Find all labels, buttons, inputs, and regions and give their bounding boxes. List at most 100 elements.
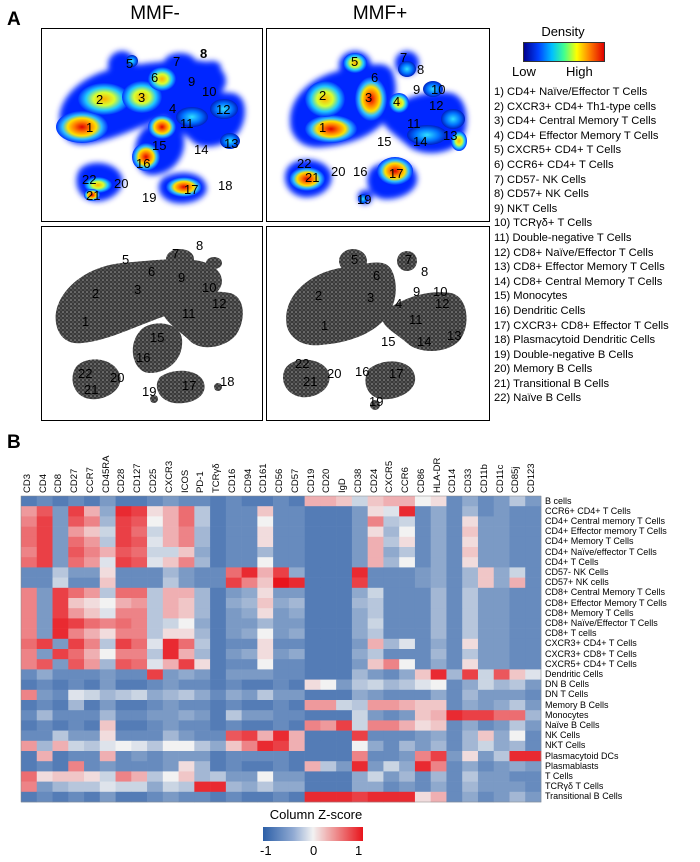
heatmap-cell bbox=[477, 751, 495, 762]
heatmap-cell bbox=[320, 740, 337, 752]
population-item: 17) CXCR3+ CD8+ Effector T Cells bbox=[494, 319, 669, 332]
heatmap-cell bbox=[52, 761, 69, 772]
heatmap-cell bbox=[288, 577, 305, 589]
heatmap-cell bbox=[68, 659, 85, 670]
heatmap-cell bbox=[84, 567, 101, 578]
heatmap-cell bbox=[36, 730, 53, 742]
heatmap-cell bbox=[36, 526, 53, 538]
heatmap-cell bbox=[241, 526, 258, 538]
heatmap-cell bbox=[273, 516, 290, 527]
heatmap-cell bbox=[21, 628, 38, 640]
heatmap-cell bbox=[430, 730, 447, 742]
heatmap-cell bbox=[525, 751, 542, 762]
heatmap-cell bbox=[351, 659, 368, 670]
heatmap-cell bbox=[241, 771, 258, 782]
heatmap-cell bbox=[178, 740, 195, 752]
heatmap-cell bbox=[351, 771, 368, 782]
scatter-label-plus-1: 1 bbox=[321, 318, 329, 333]
heatmap-cell bbox=[525, 628, 542, 640]
heatmap-cell bbox=[414, 700, 431, 711]
heatmap-cell bbox=[194, 649, 211, 660]
heatmap-cell bbox=[273, 781, 290, 793]
heatmap-cell bbox=[273, 720, 290, 731]
heatmap-cell bbox=[399, 496, 416, 507]
heatmap-cell bbox=[225, 659, 242, 670]
heatmap-cell bbox=[509, 740, 526, 752]
row-label: TCRγδ T Cells bbox=[545, 781, 604, 792]
heatmap-cell bbox=[36, 791, 53, 803]
heatmap-cell bbox=[304, 536, 321, 548]
heatmap-cell bbox=[194, 516, 211, 527]
heatmap-cell bbox=[178, 516, 195, 527]
heatmap-cell bbox=[68, 771, 85, 782]
heatmap-cell bbox=[257, 638, 274, 650]
heatmap-cell bbox=[367, 720, 384, 731]
heatmap-cell bbox=[257, 791, 274, 803]
scatter-label-minus-6: 6 bbox=[148, 264, 156, 279]
heatmap-cell bbox=[493, 608, 510, 619]
heatmap-cell bbox=[336, 761, 353, 772]
heatmap-cell bbox=[493, 567, 510, 578]
heatmap-cell bbox=[525, 710, 542, 721]
heatmap-cell bbox=[257, 598, 274, 609]
heatmap-cell bbox=[147, 516, 164, 527]
heatmap-cell bbox=[477, 740, 495, 752]
heatmap-cell bbox=[225, 577, 242, 589]
heatmap-cell bbox=[509, 669, 526, 680]
heatmap-cell bbox=[477, 598, 495, 609]
heatmap-cell bbox=[462, 547, 479, 558]
heatmap-cell bbox=[115, 598, 132, 609]
heatmap-cell bbox=[351, 547, 368, 558]
heatmap-cell bbox=[336, 536, 353, 548]
heatmap-cell bbox=[115, 771, 132, 782]
heatmap-cell bbox=[162, 516, 179, 527]
heatmap-cell bbox=[304, 689, 321, 701]
heatmap-cell bbox=[351, 669, 368, 680]
heatmap-cell bbox=[210, 781, 227, 793]
heatmap-cell bbox=[477, 669, 495, 680]
column-header: IgD bbox=[337, 478, 348, 493]
heatmap-cell bbox=[115, 781, 132, 793]
heatmap-cell bbox=[131, 751, 148, 762]
heatmap-cell bbox=[68, 608, 85, 619]
heatmap-cell bbox=[147, 638, 164, 650]
heatmap-cell bbox=[493, 506, 510, 517]
heatmap-cell bbox=[493, 516, 510, 527]
heatmap-cell bbox=[288, 547, 305, 558]
heatmap-cell bbox=[273, 587, 290, 599]
heatmap-cell bbox=[194, 761, 211, 772]
heatmap-cell bbox=[52, 618, 69, 629]
heatmap-cell bbox=[273, 689, 290, 701]
heatmap-cell bbox=[241, 659, 258, 670]
heatmap-cell bbox=[288, 771, 305, 782]
heatmap-cell bbox=[84, 659, 101, 670]
cluster-label-minus-11: 11 bbox=[180, 116, 194, 131]
heatmap-cell bbox=[21, 771, 38, 782]
heatmap-cell bbox=[367, 649, 384, 660]
scatter-label-plus-5: 5 bbox=[351, 252, 359, 267]
heatmap-cell bbox=[367, 506, 384, 517]
heatmap-cell bbox=[430, 536, 447, 548]
heatmap-cell bbox=[273, 791, 290, 803]
cluster-label-plus-21: 21 bbox=[305, 170, 320, 185]
heatmap-cell bbox=[178, 638, 195, 650]
heatmap-cell bbox=[493, 710, 510, 721]
heatmap-cell bbox=[68, 689, 85, 701]
heatmap-cell bbox=[320, 689, 337, 701]
heatmap-cell bbox=[273, 659, 290, 670]
heatmap-cell bbox=[336, 740, 353, 752]
mmf-plus-title: MMF+ bbox=[352, 3, 408, 24]
heatmap-cell bbox=[288, 628, 305, 640]
heatmap-cell bbox=[52, 659, 69, 670]
heatmap-cell bbox=[131, 669, 148, 680]
population-item: 2) CXCR3+ CD4+ Th1-type cells bbox=[494, 100, 657, 113]
density-color-bar bbox=[523, 42, 605, 62]
population-item: 7) CD57- NK Cells bbox=[494, 173, 587, 186]
heatmap-cell bbox=[383, 536, 400, 548]
heatmap-cell bbox=[241, 638, 258, 650]
heatmap-cell bbox=[194, 669, 211, 680]
heatmap-cell bbox=[414, 567, 431, 578]
heatmap-cell bbox=[210, 669, 227, 680]
heatmap-cell bbox=[493, 496, 510, 507]
heatmap-cell bbox=[99, 526, 116, 538]
